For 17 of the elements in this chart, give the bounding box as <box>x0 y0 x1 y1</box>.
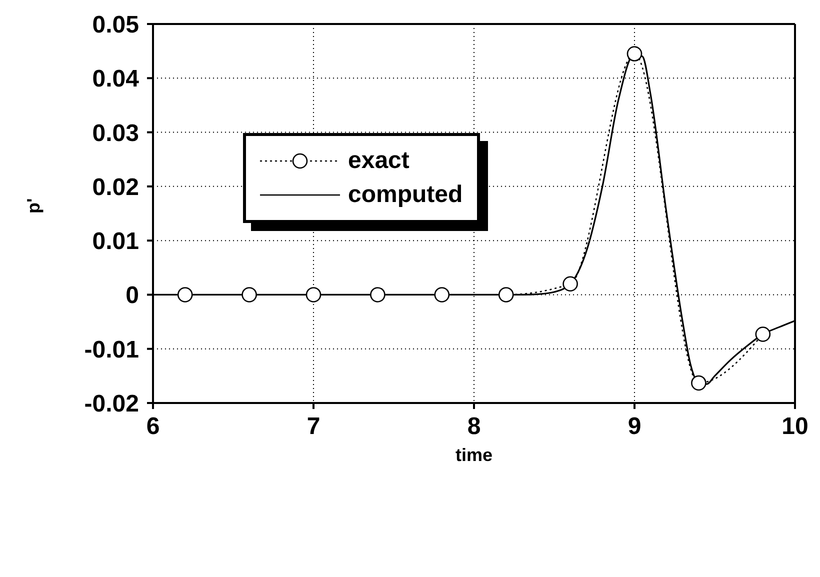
x-axis-title: time <box>455 445 493 465</box>
y-tick-label: 0.01 <box>92 228 139 256</box>
x-tick-label: 8 <box>467 413 481 440</box>
legend-label: exact <box>348 146 410 176</box>
y-tick-label: 0.03 <box>92 120 139 147</box>
legend-label: computed <box>348 180 463 210</box>
x-tick-label: 7 <box>306 413 320 440</box>
x-tick-label: 10 <box>782 413 808 440</box>
x-tick-label: 6 <box>146 413 160 440</box>
x-tick-label: 9 <box>628 413 642 440</box>
y-tick-label: 0 <box>126 282 139 310</box>
y-tick-label: 0.05 <box>92 12 139 39</box>
y-tick-label: 0.02 <box>92 174 139 201</box>
y-tick-label: -0.02 <box>84 390 139 418</box>
y-tick-label: 0.04 <box>92 66 140 93</box>
y-axis-title: p' <box>23 198 44 214</box>
y-tick-label: -0.01 <box>84 336 139 364</box>
